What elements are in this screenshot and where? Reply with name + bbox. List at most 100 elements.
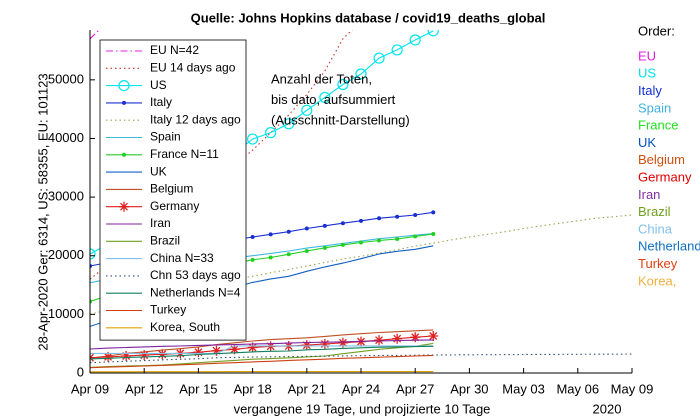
point-marker: [250, 234, 255, 239]
y-axis-label: 28-Apr-2020 Ger: 6314, US: 58355, EU: 10…: [35, 73, 50, 350]
legend-label: Italy: [150, 95, 172, 109]
point-marker: [157, 349, 168, 360]
legend-label: EU N=42: [150, 43, 199, 57]
x-axis-label: vergangene 19 Tage, und projizierte 10 T…: [234, 401, 491, 416]
point-marker: [250, 257, 255, 262]
point-marker: [377, 216, 382, 221]
x-tick-label: Apr 21: [288, 381, 326, 396]
point-marker: [229, 344, 240, 355]
series-line: [90, 345, 434, 360]
point-marker: [119, 201, 129, 212]
point-marker: [377, 238, 382, 243]
y-tick-label: 0: [77, 364, 84, 379]
order-item: Italy: [638, 83, 662, 98]
point-marker: [283, 118, 295, 130]
point-marker: [409, 34, 421, 46]
point-marker: [359, 240, 363, 245]
point-marker: [413, 212, 418, 217]
legend-label: Germany: [150, 199, 199, 213]
point-marker: [247, 342, 258, 353]
point-marker: [431, 210, 436, 215]
legend-label: Italy 12 days ago: [150, 112, 241, 126]
order-item: Turkey: [638, 256, 678, 271]
legend-label: France N=11: [150, 147, 219, 161]
point-marker: [395, 237, 400, 242]
point-marker: [121, 350, 132, 361]
order-item: Brazil: [638, 204, 671, 219]
point-marker: [322, 245, 327, 250]
x-tick-label: May 09: [611, 381, 654, 396]
legend-label: UK: [150, 164, 167, 178]
point-marker: [268, 232, 273, 237]
order-item: EU: [638, 48, 656, 63]
legend-label: Belgium: [150, 182, 193, 196]
chart-title: Quelle: Johns Hopkins database / covid19…: [191, 10, 546, 25]
point-marker: [193, 347, 204, 358]
order-item: US: [638, 66, 656, 81]
point-marker: [391, 44, 403, 56]
point-marker: [247, 133, 259, 145]
order-title: Order:: [638, 23, 675, 38]
point-marker: [286, 229, 291, 234]
point-marker: [413, 234, 418, 239]
overlay: 0 10000 20000 30000 40000 50000 Apr 09 Apr 12 Ap…: [48, 48, 700, 396]
legend-label: Turkey: [150, 303, 186, 317]
legend-label: US: [150, 78, 167, 92]
point-marker: [103, 351, 114, 362]
point-marker: [431, 232, 436, 237]
y-tick-label: 40000: [48, 130, 84, 145]
point-marker: [211, 345, 222, 356]
x-tick-label: Apr 15: [179, 381, 217, 396]
order-item: Belgium: [638, 152, 685, 167]
point-marker: [319, 338, 330, 349]
x-tick-label: May 03: [502, 381, 545, 396]
x-tick-label: Apr 27: [396, 381, 434, 396]
point-marker: [90, 248, 96, 260]
series-line: [90, 345, 434, 354]
point-marker: [427, 30, 439, 37]
legend-label: Iran: [150, 216, 171, 230]
y-tick-label: 20000: [48, 247, 84, 262]
point-marker: [265, 127, 277, 139]
point-marker: [410, 332, 421, 343]
x-tick-label: Apr 18: [233, 381, 271, 396]
point-marker: [428, 330, 439, 341]
legend-label: EU 14 days ago: [150, 60, 236, 74]
legend-label: Netherlands N=4: [150, 285, 241, 299]
point-marker: [118, 79, 130, 92]
point-marker: [392, 333, 403, 344]
point-marker: [139, 350, 150, 361]
order-item: Iran: [638, 187, 660, 202]
order-item: China: [638, 221, 673, 236]
point-marker: [122, 152, 126, 157]
point-marker: [355, 68, 367, 80]
order-item: UK: [638, 135, 656, 150]
plot-area: [90, 30, 632, 373]
y-tick-label: 10000: [48, 306, 84, 321]
order-item: Netherlands: [638, 239, 700, 254]
point-marker: [373, 52, 385, 64]
series-line: [90, 339, 434, 350]
x-tick-label: Apr 30: [450, 381, 488, 396]
series-line: [90, 354, 434, 369]
point-marker: [304, 226, 309, 231]
point-marker: [374, 335, 385, 346]
point-marker: [268, 255, 273, 260]
point-marker: [301, 340, 312, 351]
x-tick-label: Apr 24: [342, 381, 380, 396]
point-marker: [340, 242, 345, 247]
point-marker: [304, 249, 309, 254]
legend-label: Brazil: [150, 233, 180, 247]
point-marker: [286, 252, 291, 257]
annotation: Anzahl der Toten,: [271, 71, 372, 86]
point-marker: [359, 218, 363, 223]
point-marker: [301, 104, 313, 116]
annotation: bis dato, aufsummiert: [271, 92, 396, 107]
legend-label: Chn 53 days ago: [150, 268, 241, 282]
point-marker: [395, 214, 400, 219]
legend: EU N=42 EU 14 days ago US Italy Italy 12 day…: [99, 39, 247, 341]
legend-label: Korea, South: [150, 320, 220, 334]
x-tick-label: Apr 12: [125, 381, 163, 396]
